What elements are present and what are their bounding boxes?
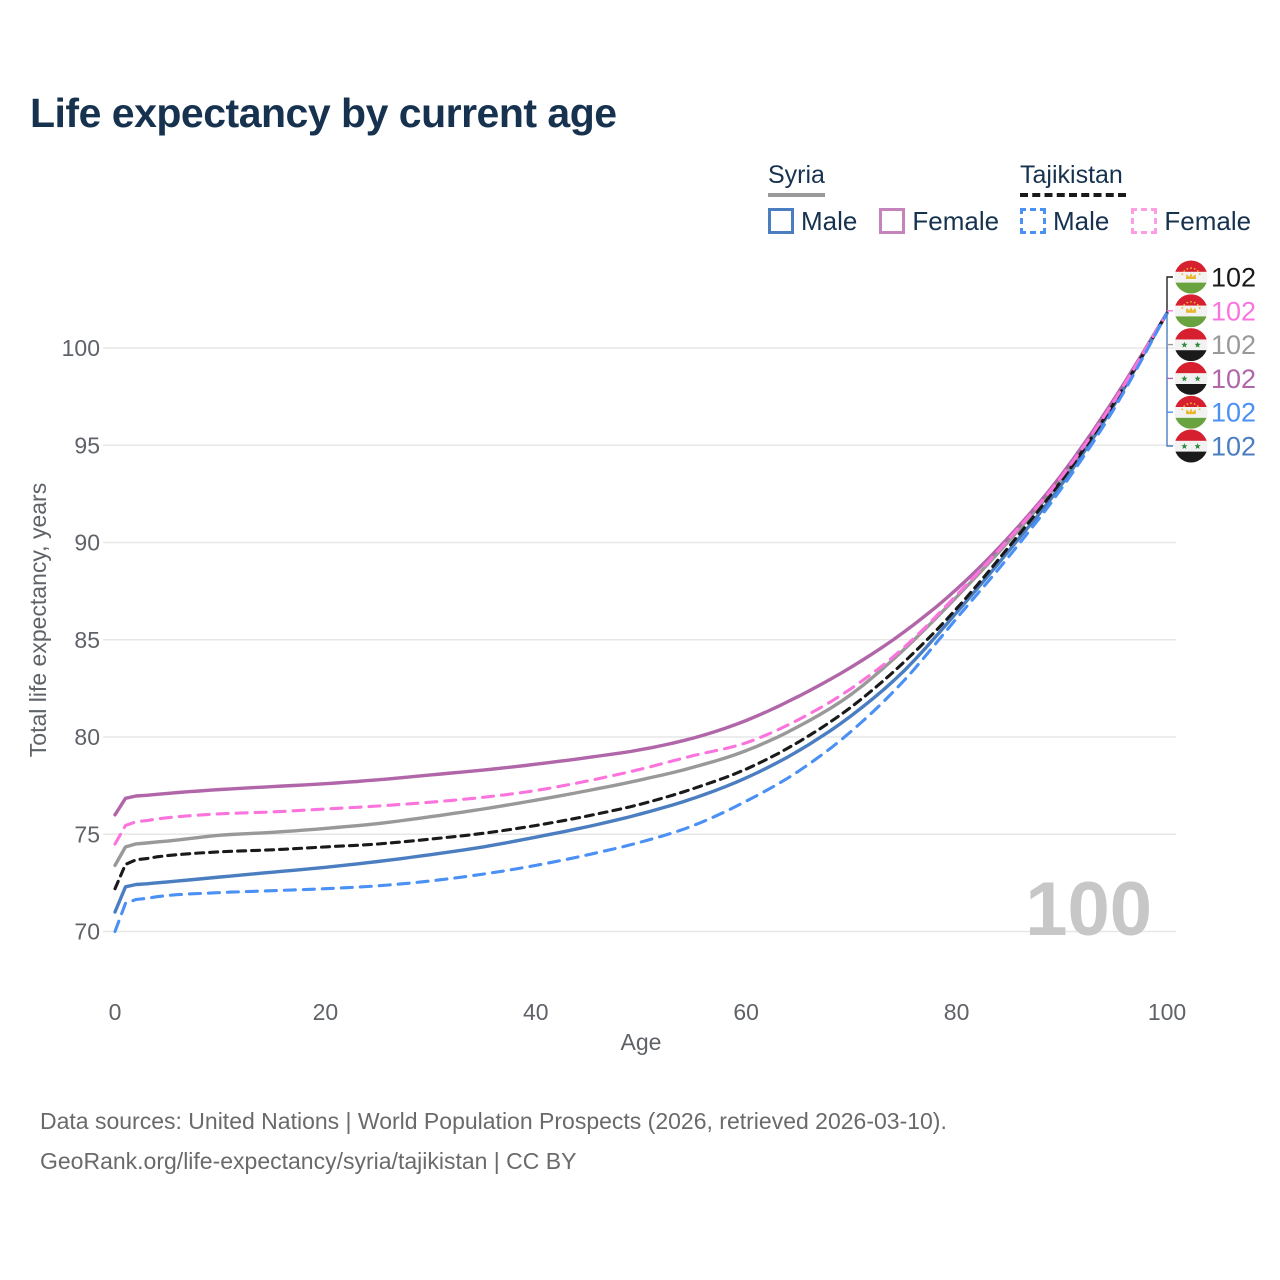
x-tick-0: 0 <box>109 999 122 1025</box>
x-tick-80: 80 <box>944 999 970 1025</box>
x-tick-40: 40 <box>523 999 549 1025</box>
x-tick-20: 20 <box>313 999 339 1025</box>
end-label-tajikistan-male: 102 <box>1211 398 1256 428</box>
legend-group-syria: Syria Male Female <box>768 160 1021 234</box>
x-axis-label: Age <box>621 1029 662 1055</box>
legend-country-tajikistan[interactable]: Tajikistan <box>1020 161 1123 189</box>
y-tick-80: 80 <box>74 724 100 750</box>
end-label-tajikistan-all: 102 <box>1211 263 1256 293</box>
legend-swatch-tajikistan-female[interactable] <box>1131 208 1158 234</box>
legend-item-tajikistan-male[interactable]: Male <box>1053 206 1110 236</box>
end-label-syria-all: 102 <box>1211 330 1256 360</box>
y-axis-label: Total life expectancy, years <box>25 483 51 757</box>
syria-flag-icon <box>1174 429 1208 463</box>
legend-country-syria[interactable]: Syria <box>768 161 825 189</box>
y-tick-75: 75 <box>74 821 100 847</box>
tajikistan-flag-icon <box>1174 260 1208 294</box>
footer-attribution[interactable]: GeoRank.org/life-expectancy/syria/tajiki… <box>40 1148 577 1174</box>
legend-item-syria-male[interactable]: Male <box>801 206 858 236</box>
legend-item-syria-female[interactable]: Female <box>912 206 1000 236</box>
legend-group-tajikistan: Tajikistan Male Female <box>1020 160 1273 234</box>
end-label-syria-female: 102 <box>1211 364 1256 394</box>
syria-flag-icon <box>1174 361 1208 395</box>
end-connector-top <box>1166 276 1173 313</box>
series-line-syria-all[interactable] <box>113 311 1169 868</box>
legend-item-tajikistan-female[interactable]: Female <box>1164 206 1252 236</box>
y-tick-100: 100 <box>62 335 100 361</box>
y-tick-95: 95 <box>74 432 100 458</box>
legend-swatch-syria-male[interactable] <box>768 208 794 234</box>
series-line-tajikistan-male[interactable] <box>113 311 1169 934</box>
syria-flag-icon <box>1174 328 1208 362</box>
tajikistan-flag-icon <box>1174 294 1208 328</box>
series-line-tajikistan-all[interactable] <box>113 311 1169 891</box>
x-tick-100: 100 <box>1148 999 1186 1025</box>
end-connector-bottom <box>1166 312 1173 447</box>
watermark-age-100: 100 <box>1025 867 1152 952</box>
legend-swatch-syria-female[interactable] <box>879 208 906 234</box>
legend-underline-tajikistan <box>1020 193 1126 197</box>
y-tick-85: 85 <box>74 627 100 653</box>
page-title: Life expectancy by current age <box>30 90 617 136</box>
series-line-syria-male[interactable] <box>113 311 1169 914</box>
footer-data-sources: Data sources: United Nations | World Pop… <box>40 1108 947 1134</box>
end-label-tajikistan-female: 102 <box>1211 296 1256 326</box>
end-label-syria-male: 102 <box>1211 432 1256 462</box>
legend-swatch-tajikistan-male[interactable] <box>1020 208 1046 234</box>
y-tick-70: 70 <box>74 919 100 945</box>
series-line-syria-female[interactable] <box>113 311 1169 817</box>
series-line-tajikistan-female[interactable] <box>113 311 1169 846</box>
legend-row-syria: Male Female <box>768 208 1021 234</box>
tajikistan-flag-icon <box>1174 395 1208 429</box>
x-tick-60: 60 <box>733 999 759 1025</box>
legend-row-tajikistan: Male Female <box>1020 208 1273 234</box>
y-tick-90: 90 <box>74 530 100 556</box>
legend-underline-syria <box>768 193 825 197</box>
